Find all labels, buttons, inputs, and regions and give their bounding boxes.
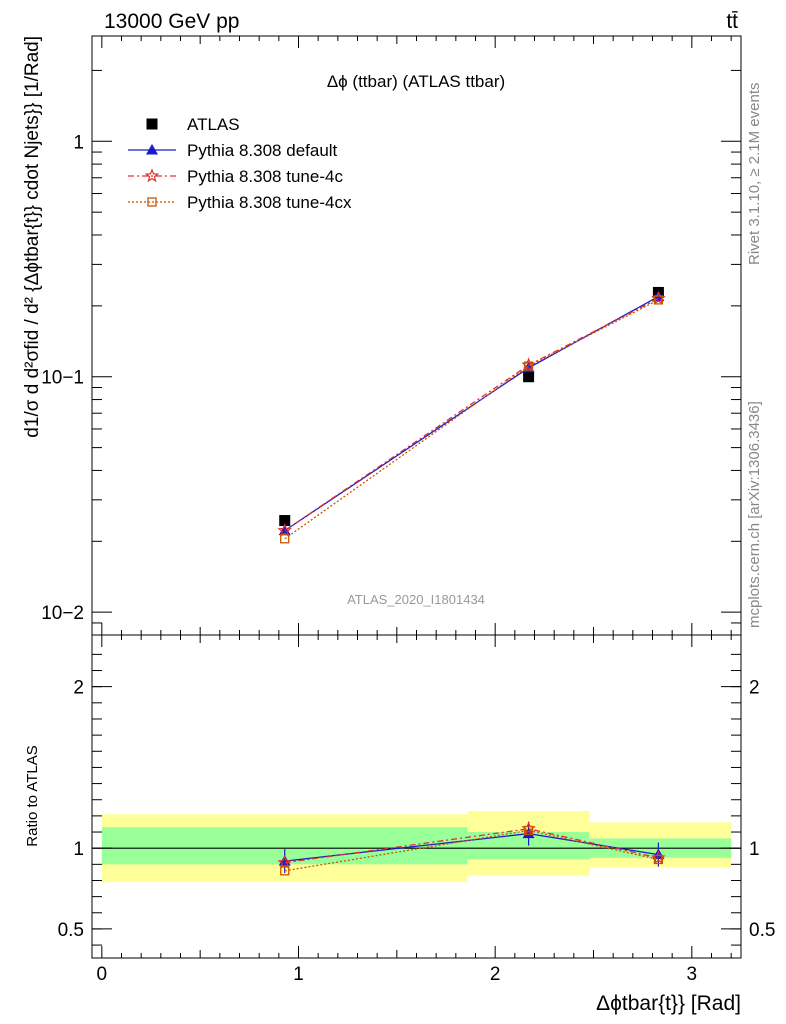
ratio-data-point <box>523 825 534 836</box>
main-data-point <box>277 522 292 537</box>
main-series-line <box>284 297 659 532</box>
x-axis-label: Δϕtbar{t}} [Rad] <box>596 992 741 1015</box>
main-y-tick-label: 10−1 <box>41 368 84 389</box>
main-data-point <box>653 295 664 305</box>
legend-label: Pythia 8.308 tune-4cx <box>187 193 352 212</box>
main-series-pythia-8-308-tune-4c <box>277 290 666 537</box>
main-y-tick-label: 1 <box>73 132 84 153</box>
main-axis-ticks: 1 10−1 10−2 <box>41 36 741 636</box>
main-series-group <box>277 286 666 544</box>
ratio-y-tick-label-left: 2 <box>73 678 84 699</box>
ratio-data-point <box>277 855 292 869</box>
main-y-axis-label: d1/σ d d²σfid / d² {Δϕtbar{t}} cdot Njet… <box>22 36 43 438</box>
main-data-point <box>523 361 534 371</box>
legend-label: ATLAS <box>187 115 240 134</box>
main-title: Δϕ (ttbar) (ATLAS ttbar) <box>327 72 505 91</box>
legend-entry: ATLAS <box>146 115 240 134</box>
legend-label: Pythia 8.308 tune-4c <box>187 167 343 186</box>
main-data-point <box>523 371 535 383</box>
header-process-label: tt̄ <box>726 10 738 33</box>
ratio-data-point <box>652 848 665 860</box>
main-data-point <box>279 515 291 527</box>
ratio-frame <box>91 634 742 959</box>
ratio-data-point <box>280 866 290 876</box>
x-tick-label: 3 <box>687 964 698 985</box>
ratio-data-point <box>522 827 535 839</box>
legend-entry: Pythia 8.308 tune-4c <box>128 167 343 186</box>
ratio-y-tick-label-left: 0.5 <box>58 920 84 941</box>
main-series-pythia-8-308-tune-4cx <box>280 295 664 544</box>
legend-entry: Pythia 8.308 default <box>128 141 338 160</box>
x-tick-label: 2 <box>490 964 501 985</box>
main-series-line <box>284 299 659 540</box>
ratio-y-tick-label-right: 2 <box>749 678 760 699</box>
ratio-y-tick-label-right: 1 <box>749 839 760 860</box>
ratio-series-group <box>277 821 666 876</box>
main-series-line <box>284 296 659 532</box>
mcplots-label: mcplots.cern.ch [arXiv:1306.3436] <box>746 401 763 628</box>
ratio-y-tick-label-right: 0.5 <box>749 920 775 941</box>
rivet-version-label: Rivet 3.1.10, ≥ 2.1M events <box>746 83 763 266</box>
ratio-axis-ticks: 0.5 0.5 1 1 2 2 0 1 2 3 <box>58 635 775 985</box>
ratio-series-pythia-8-308-tune-4cx <box>280 825 664 876</box>
main-panel: 1 10−1 10−2 Δϕ (ttbar) (ATLAS ttbar) ATLAS… <box>22 35 742 636</box>
legend-entry: Pythia 8.308 tune-4cx <box>128 193 352 212</box>
main-series-pythia-8-308-default <box>278 290 665 536</box>
main-data-point <box>280 534 290 544</box>
ratio-data-point <box>653 854 664 865</box>
ratio-y-tick-label-left: 1 <box>73 839 84 860</box>
ratio-y-axis-label: Ratio to ATLAS <box>24 745 41 846</box>
legend-label: Pythia 8.308 default <box>187 141 338 160</box>
x-tick-label: 0 <box>97 964 108 985</box>
legend-marker <box>147 197 157 207</box>
x-tick-label: 1 <box>293 964 304 985</box>
legend-marker <box>146 144 158 155</box>
legend: ATLAS Pythia 8.308 default Pythia 8.308 tu… <box>128 115 352 212</box>
legend-marker <box>144 168 160 183</box>
analysis-watermark: ATLAS_2020_I1801434 <box>347 592 485 607</box>
main-y-tick-label: 10−2 <box>41 603 84 624</box>
ratio-panel: 0.5 0.5 1 1 2 2 0 1 2 3 Ratio to ATLAS Δϕtbar{t}}… <box>24 634 775 1015</box>
legend-marker <box>146 118 158 130</box>
header-energy-label: 13000 GeV pp <box>104 10 239 33</box>
